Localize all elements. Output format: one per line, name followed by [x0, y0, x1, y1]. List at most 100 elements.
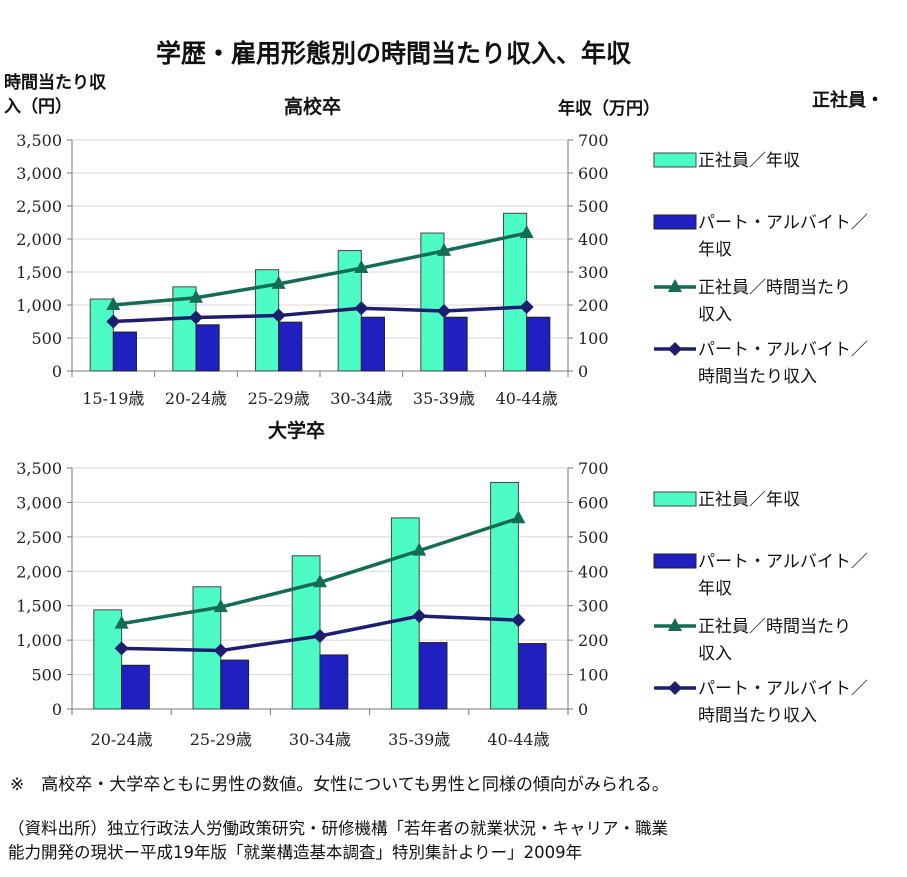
y-right-tick-label: 300	[578, 597, 609, 616]
x-tick-label: 20-24歳	[91, 730, 153, 749]
seishain-hourly-point	[437, 242, 451, 256]
bar-part-annual	[526, 316, 551, 372]
seishain-hourly-point	[511, 510, 526, 524]
y-right-tick-label: 0	[578, 700, 588, 719]
y-right-tick-label: 500	[578, 197, 609, 216]
bar-seishain-annual	[291, 555, 321, 710]
legend-marker-triangle	[668, 618, 682, 631]
x-tick-label: 30-34歳	[289, 730, 351, 749]
legend-swatch-part-annual	[653, 214, 697, 230]
part-hourly-point	[189, 310, 203, 325]
y-left-tick-label: 3,500	[16, 459, 62, 478]
source-line2: 能力開発の現状ー平成19年版「就業構造基本調査」特別集計よりー」2009年	[8, 843, 583, 862]
seishain-hourly-point	[412, 542, 427, 556]
legend-label: 正社員／年収	[698, 490, 800, 510]
legend-label: 年収	[698, 579, 732, 599]
y-right-tick-label: 300	[578, 263, 609, 282]
legend-label: 正社員／時間当たり	[698, 617, 851, 637]
y-right-tick-label: 200	[578, 296, 609, 315]
part-hourly-line	[113, 305, 527, 324]
bar-part-annual	[418, 642, 448, 710]
seishain-hourly-point	[271, 275, 286, 289]
chart-university: 0 0 500 100 1,000 200 1,500 300 2,000 400 2,500 500…	[16, 459, 868, 749]
seishain-hourly-point	[213, 599, 228, 613]
y-right-tick-label: 400	[578, 230, 609, 249]
y-left-tick-label: 3,500	[16, 131, 62, 150]
part-hourly-point	[354, 301, 369, 316]
legend-marker-diamond	[668, 681, 682, 695]
bar-part-annual	[121, 664, 150, 710]
bar-part-annual	[195, 324, 220, 372]
part-hourly-point	[412, 609, 427, 624]
legend-label: 時間当たり収入	[698, 367, 817, 387]
legend-label: 収入	[698, 305, 732, 325]
legend-label: 収入	[698, 644, 732, 664]
y-left-tick-label: 2,000	[16, 230, 62, 249]
legend-label: パート・アルバイト／	[698, 213, 868, 233]
y-left-tick-label: 500	[31, 329, 62, 348]
part-hourly-point	[511, 613, 526, 628]
legend-label: パート・アルバイト／	[698, 679, 868, 699]
y-right-tick-label: 400	[578, 562, 609, 581]
y-right-tick-label: 700	[578, 131, 609, 150]
y-left-tick-label: 0	[52, 700, 62, 719]
bar-part-annual	[278, 321, 303, 372]
legend-label: 正社員／年収	[698, 151, 800, 171]
bar-seishain-annual	[420, 232, 445, 372]
part-hourly-point	[313, 629, 327, 644]
x-tick-label: 15-19歳	[82, 389, 144, 408]
y-left-tick-label: 3,000	[16, 493, 62, 512]
seishain-hourly-point	[106, 297, 121, 310]
source-line1: （資料出所）独立行政法人労働政策研究・研修機構「若年者の就業状況・キャリア・職業	[8, 819, 668, 838]
y-left-tick-label: 1,500	[16, 263, 62, 282]
bar-part-annual	[360, 316, 385, 372]
x-tick-label: 25-29歳	[248, 389, 310, 408]
x-tick-label: 35-39歳	[413, 389, 475, 408]
y-left-tick-label: 1,000	[16, 631, 62, 650]
y-right-tick-label: 600	[578, 164, 609, 183]
legend-marker-triangle	[668, 279, 682, 292]
legend-label: 年収	[698, 240, 732, 260]
page-title: 学歴・雇用形態別の時間当たり収入、年収	[156, 39, 632, 68]
y-left-tick-label: 1,000	[16, 296, 62, 315]
seishain-hourly-point	[313, 574, 327, 588]
legend-swatch-seishain-annual	[653, 491, 697, 507]
y-left-tick-label: 2,000	[16, 562, 62, 581]
cut-off-label: 正社員・	[812, 90, 884, 111]
bar-part-annual	[220, 659, 250, 710]
y-right-tick-label: 200	[578, 631, 609, 650]
seishain-hourly-point	[189, 289, 203, 303]
left-axis-label-line1: 時間当たり収	[4, 73, 106, 93]
x-tick-label: 25-29歳	[190, 730, 252, 749]
x-tick-label: 40-44歳	[487, 730, 549, 749]
legend-label: 時間当たり収入	[698, 706, 817, 726]
legend-swatch-seishain-annual	[653, 152, 697, 168]
legend-marker-diamond	[668, 342, 682, 356]
part-hourly-point	[519, 299, 534, 314]
part-hourly-point	[106, 314, 121, 329]
part-hourly-point	[213, 643, 228, 658]
legend-label: パート・アルバイト／	[698, 552, 868, 572]
x-tick-label: 30-34歳	[330, 389, 392, 408]
y-right-tick-label: 0	[578, 362, 588, 381]
y-left-tick-label: 3,000	[16, 164, 62, 183]
legend-swatch-part-annual	[653, 553, 697, 569]
y-right-tick-label: 100	[578, 329, 609, 348]
y-left-tick-label: 0	[52, 362, 62, 381]
footnote: ※ 高校卒・大学卒ともに男性の数値。女性についても男性と同様の傾向がみられる。	[10, 775, 669, 795]
legend-label: 正社員／時間当たり	[698, 278, 851, 298]
part-hourly-point	[437, 303, 451, 318]
x-tick-label: 40-44歳	[496, 389, 558, 408]
y-left-tick-label: 1,500	[16, 597, 62, 616]
bar-part-annual	[517, 643, 547, 710]
chart2-title: 大学卒	[268, 420, 326, 442]
seishain-hourly-line	[113, 231, 528, 307]
seishain-hourly-point	[114, 615, 129, 629]
part-hourly-point	[271, 308, 286, 323]
y-right-tick-label: 600	[578, 493, 609, 512]
left-axis-label-line2: 入（円）	[4, 97, 72, 117]
y-left-tick-label: 2,500	[16, 528, 62, 547]
bar-part-annual	[443, 316, 468, 372]
legend-label: パート・アルバイト／	[698, 340, 868, 360]
